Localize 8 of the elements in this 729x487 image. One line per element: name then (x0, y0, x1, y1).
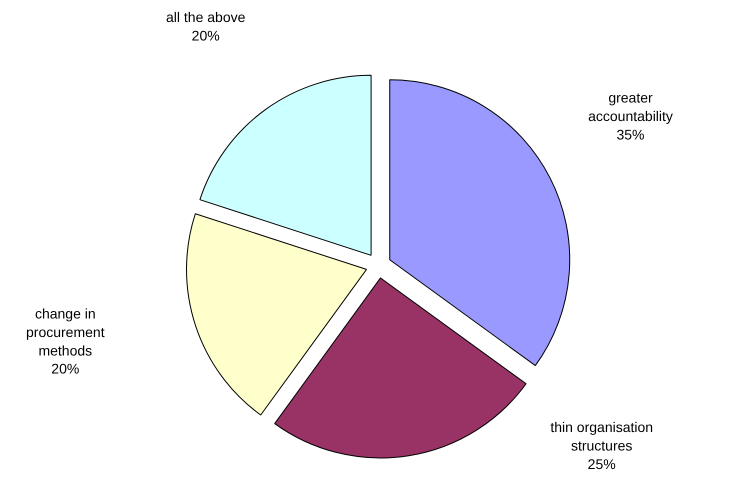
data-label: 20% (192, 27, 220, 44)
slice-label: all the above (166, 8, 246, 25)
data-label: 20% (51, 360, 80, 377)
slice-label: greater accountability (588, 90, 673, 124)
slice-label: thin organisation structures (550, 419, 654, 454)
slice-label: change in procurement methods (26, 306, 105, 358)
data-label: 25% (588, 456, 616, 472)
data-label: 35% (616, 126, 645, 142)
